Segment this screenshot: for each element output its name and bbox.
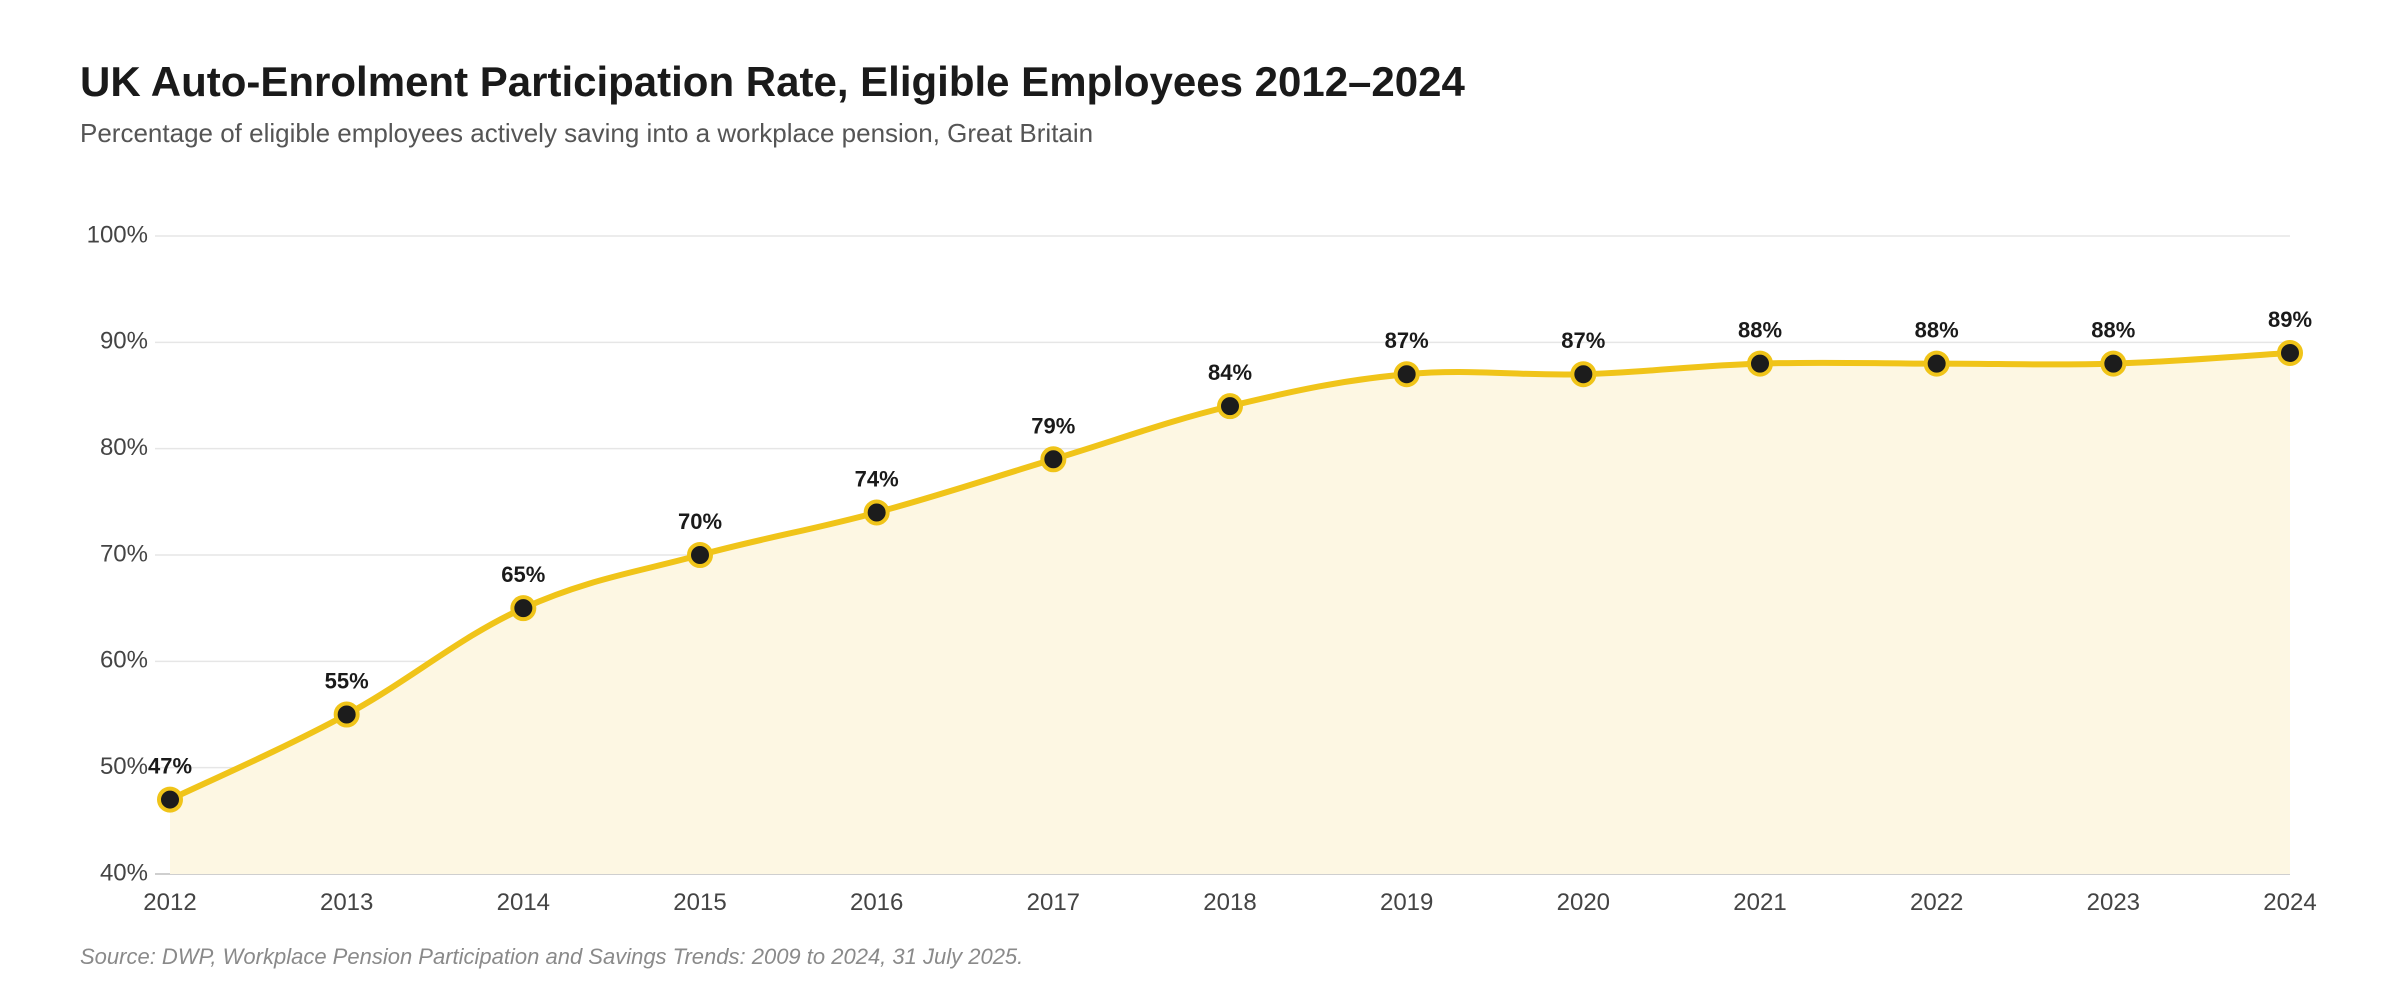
y-tick-label: 60% xyxy=(100,647,148,674)
data-label: 70% xyxy=(678,509,722,534)
y-axis-ticks: 40% 50% 60% 70% 80% 90% 100% xyxy=(87,221,148,886)
y-tick-label: 50% xyxy=(100,753,148,780)
data-point xyxy=(687,542,713,568)
area-fill xyxy=(170,352,2290,874)
data-point xyxy=(510,595,537,622)
data-point xyxy=(2100,350,2127,377)
data-label: 79% xyxy=(1031,413,1075,438)
y-tick-label: 90% xyxy=(100,328,148,355)
x-tick-label: 2013 xyxy=(320,889,373,916)
data-label: 87% xyxy=(1385,328,1429,353)
x-tick-label: 2015 xyxy=(673,889,726,916)
data-label: 88% xyxy=(1915,318,1959,343)
data-point xyxy=(1923,350,1950,377)
data-point xyxy=(2277,339,2303,366)
data-label: 84% xyxy=(1208,360,1252,385)
data-point xyxy=(1040,446,1067,473)
x-tick-label: 2017 xyxy=(1027,889,1080,916)
data-label: 88% xyxy=(2091,318,2135,343)
data-points xyxy=(157,339,2303,813)
source-note: Source: DWP, Workplace Pension Participa… xyxy=(80,944,1024,969)
x-tick-label: 2018 xyxy=(1203,889,1256,916)
chart-title: UK Auto-Enrolment Participation Rate, El… xyxy=(80,58,1465,105)
x-tick-label: 2020 xyxy=(1557,889,1610,916)
data-labels: 47% 55% 65% 70% 74% 79% 84% 87% 87% 88% 88% 88% 89% xyxy=(148,307,2312,779)
data-label: 89% xyxy=(2268,307,2312,332)
x-tick-label: 2022 xyxy=(1910,889,1963,916)
data-label: 65% xyxy=(501,562,545,587)
x-axis-ticks: 2012 2013 2014 2015 2016 2017 2018 2019 2020 2021… xyxy=(143,889,2316,916)
y-tick-label: 100% xyxy=(87,221,148,248)
data-point xyxy=(863,499,890,526)
data-label: 47% xyxy=(148,754,192,779)
data-point xyxy=(157,786,183,813)
y-tick-label: 40% xyxy=(100,859,148,886)
data-label: 55% xyxy=(325,669,369,694)
y-tick-label: 70% xyxy=(100,540,148,567)
data-point xyxy=(1747,350,1773,377)
x-tick-label: 2014 xyxy=(497,889,550,916)
data-point xyxy=(1217,393,1243,420)
x-tick-label: 2012 xyxy=(143,889,196,916)
data-point xyxy=(1393,361,1420,388)
x-tick-label: 2021 xyxy=(1733,889,1786,916)
x-tick-label: 2016 xyxy=(850,889,903,916)
data-point xyxy=(1570,361,1597,388)
y-tick-label: 80% xyxy=(100,434,148,461)
area-fill-layer xyxy=(170,352,2290,874)
chart-subtitle: Percentage of eligible employees activel… xyxy=(80,118,1094,148)
data-label: 87% xyxy=(1561,328,1605,353)
x-tick-label: 2019 xyxy=(1380,889,1433,916)
x-tick-label: 2024 xyxy=(2263,889,2316,916)
data-label: 88% xyxy=(1738,318,1782,343)
x-tick-label: 2023 xyxy=(2087,889,2140,916)
data-label: 74% xyxy=(855,466,899,491)
data-point xyxy=(333,701,360,728)
